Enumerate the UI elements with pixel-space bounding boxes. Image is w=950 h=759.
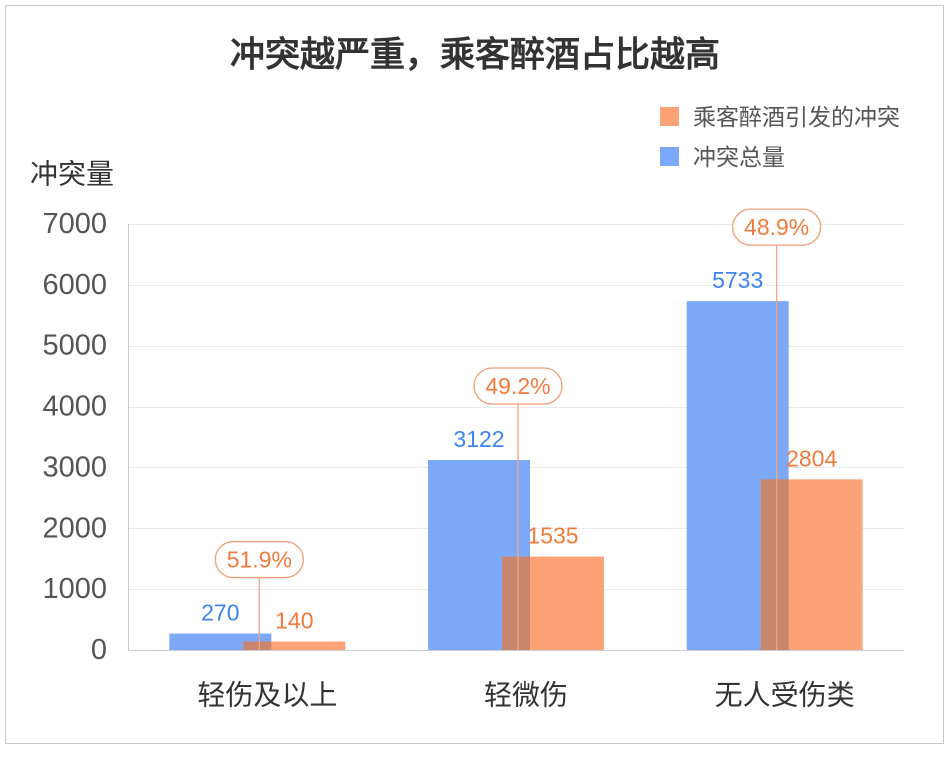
value-label-total-1: 3122 xyxy=(453,426,504,452)
bars xyxy=(169,301,863,650)
y-tick-label-2000: 2000 xyxy=(42,512,107,544)
bar-overlap-2 xyxy=(760,479,789,650)
legend-label-drunk: 乘客醉酒引发的冲突 xyxy=(693,104,900,130)
y-tick-label-3000: 3000 xyxy=(42,451,107,483)
value-labels: 270 140 3122 1535 5733 2804 xyxy=(201,267,837,633)
y-tick-label-1000: 1000 xyxy=(42,573,107,605)
ratio-bubble-1 xyxy=(473,367,563,405)
bar-overlap-0 xyxy=(243,641,272,650)
bar-drunk-0 xyxy=(243,641,346,650)
value-label-drunk-1: 1535 xyxy=(527,523,578,549)
x-tick-label-2: 无人受伤类 xyxy=(715,680,855,711)
legend-item-total: 冲突总量 xyxy=(660,144,785,170)
ratio-bubble-0 xyxy=(214,540,304,579)
y-tick-label-5000: 5000 xyxy=(42,330,107,362)
value-label-total-2: 5733 xyxy=(712,267,763,293)
y-tick-label-7000: 7000 xyxy=(42,208,107,240)
x-tick-label-0: 轻伤及以上 xyxy=(197,680,337,711)
value-label-drunk-0: 140 xyxy=(275,607,313,633)
value-label-total-0: 270 xyxy=(201,600,239,626)
legend-label-total: 冲突总量 xyxy=(693,144,785,170)
value-label-drunk-2: 2804 xyxy=(786,445,837,471)
legend-swatch-drunk xyxy=(660,107,679,126)
ratio-annotations: 51.9% 49.2% 48.9% xyxy=(214,208,822,650)
x-tick-label-1: 轻微伤 xyxy=(484,680,568,711)
chart-title: 冲突越严重，乘客醉酒占比越高 xyxy=(230,35,720,75)
ratio-label-1: 49.2% xyxy=(485,373,550,399)
x-tick-labels: 轻伤及以上 轻微伤 无人受伤类 xyxy=(197,680,854,711)
legend: 乘客醉酒引发的冲突 冲突总量 xyxy=(660,104,900,170)
y-axis-label: 冲突量 xyxy=(30,159,114,190)
legend-item-drunk: 乘客醉酒引发的冲突 xyxy=(660,104,900,130)
ratio-label-0: 51.9% xyxy=(227,547,292,573)
ratio-bubble-2 xyxy=(732,208,822,246)
legend-swatch-total xyxy=(660,147,679,166)
y-tick-label-6000: 6000 xyxy=(42,269,107,301)
y-tick-label-0: 0 xyxy=(91,634,107,666)
bar-overlap-1 xyxy=(502,556,530,650)
y-tick-label-4000: 4000 xyxy=(42,391,107,423)
ratio-label-2: 48.9% xyxy=(744,214,809,240)
y-tick-labels: 0 1000 2000 3000 4000 5000 6000 7000 xyxy=(42,208,107,666)
